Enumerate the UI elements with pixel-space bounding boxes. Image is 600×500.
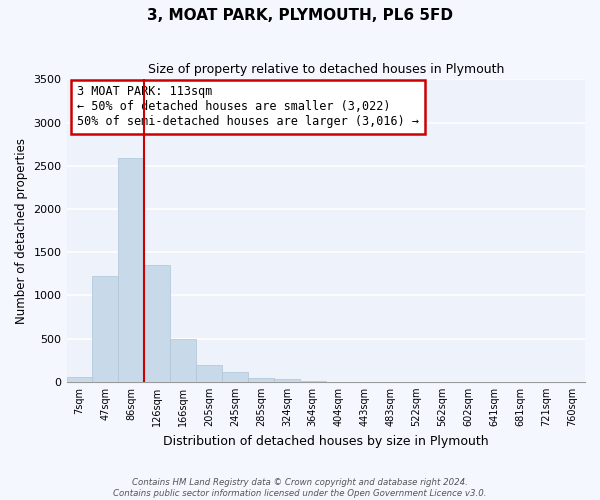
- Bar: [145, 265, 170, 382]
- Bar: [118, 158, 145, 382]
- Text: 3, MOAT PARK, PLYMOUTH, PL6 5FD: 3, MOAT PARK, PLYMOUTH, PL6 5FD: [147, 8, 453, 22]
- Bar: [196, 364, 222, 382]
- Y-axis label: Number of detached properties: Number of detached properties: [15, 138, 28, 324]
- Bar: [222, 372, 248, 382]
- Bar: [170, 338, 196, 382]
- Bar: [92, 276, 118, 382]
- X-axis label: Distribution of detached houses by size in Plymouth: Distribution of detached houses by size …: [163, 434, 488, 448]
- Text: 3 MOAT PARK: 113sqm
← 50% of detached houses are smaller (3,022)
50% of semi-det: 3 MOAT PARK: 113sqm ← 50% of detached ho…: [77, 86, 419, 128]
- Bar: [274, 379, 300, 382]
- Text: Contains HM Land Registry data © Crown copyright and database right 2024.
Contai: Contains HM Land Registry data © Crown c…: [113, 478, 487, 498]
- Title: Size of property relative to detached houses in Plymouth: Size of property relative to detached ho…: [148, 62, 504, 76]
- Bar: [67, 378, 92, 382]
- Bar: [248, 378, 274, 382]
